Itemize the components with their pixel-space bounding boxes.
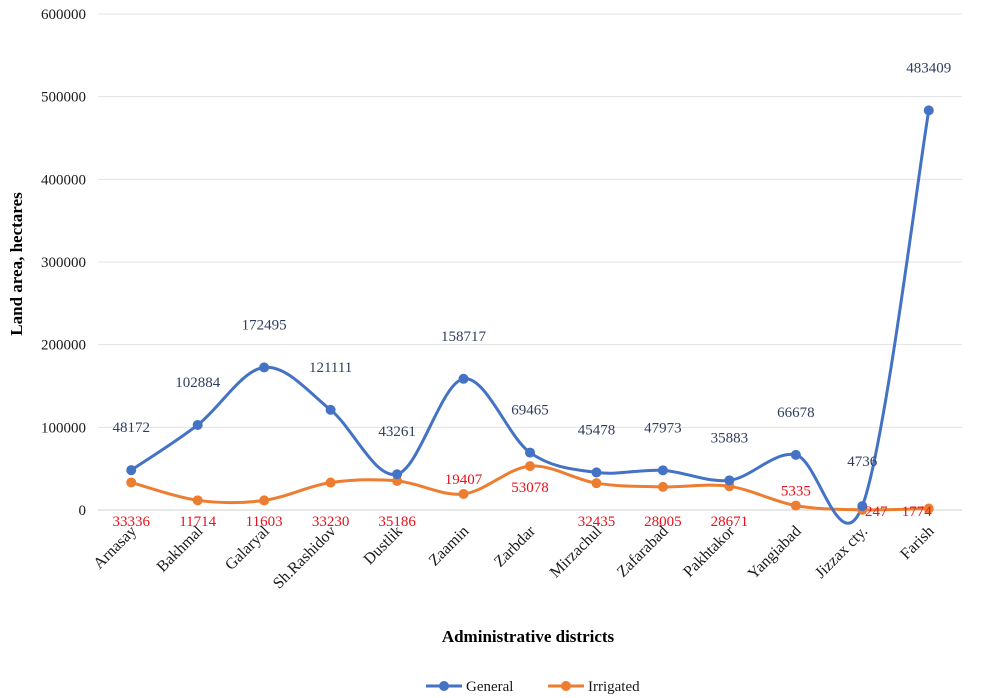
x-tick-label: Arnasay [90, 523, 140, 573]
data-point-irrigated [126, 477, 137, 488]
data-point-general [657, 465, 668, 476]
x-tick-label: Sh.Rashidov [270, 523, 340, 593]
x-tick-label: Zarbdar [491, 522, 539, 570]
data-point-general [458, 373, 469, 384]
series-points [126, 105, 934, 515]
x-tick-label: Yangiabad [745, 523, 805, 583]
legend-label: Irrigated [588, 679, 640, 695]
data-point-general [126, 465, 137, 476]
data-label-general: 121111 [309, 360, 352, 376]
data-label-general: 66678 [777, 405, 815, 421]
data-point-irrigated [923, 503, 934, 514]
data-label-irrigated: 33230 [312, 514, 350, 530]
legend: General Irrigated [426, 679, 640, 695]
data-label-irrigated: 1774 [902, 504, 933, 520]
data-label-general: 483409 [906, 60, 951, 76]
x-tick-label: Farish [897, 523, 937, 563]
y-tick-label: 0 [79, 503, 87, 519]
data-point-irrigated [192, 495, 203, 506]
x-tick-label: Jizzax cty. [812, 523, 871, 582]
x-tick-label: Galaryal [222, 522, 273, 573]
data-point-general [325, 404, 336, 415]
data-label-irrigated: 28671 [711, 514, 749, 530]
data-label-irrigated: 5335 [781, 484, 811, 500]
data-label-irrigated: 32435 [578, 514, 616, 530]
data-point-irrigated [525, 461, 535, 472]
data-label-irrigated: 247 [865, 504, 888, 520]
y-axis-ticks: 600000 500000 400000 300000 200000 100000 0 [41, 7, 86, 519]
data-label-irrigated: 28005 [644, 514, 682, 530]
x-tick-label: Mirzachul [547, 522, 606, 581]
data-point-general [790, 449, 801, 460]
series-line-general [129, 108, 931, 525]
x-tick-label: Zaamin [426, 523, 473, 570]
x-tick-label: Bakhmal [154, 522, 207, 575]
data-label-general: 172495 [242, 317, 287, 333]
data-point-general [392, 469, 403, 480]
data-label-irrigated: 35186 [378, 514, 416, 530]
y-tick-label: 400000 [41, 172, 86, 188]
data-label-general: 45478 [578, 422, 616, 438]
data-label-general: 4736 [847, 454, 878, 470]
y-tick-label: 500000 [41, 90, 86, 106]
data-point-general [857, 501, 868, 512]
data-label-general: 48172 [112, 420, 150, 436]
data-point-general [259, 362, 270, 373]
x-axis-title: Administrative districts [442, 627, 615, 646]
data-label-irrigated: 11714 [179, 514, 216, 530]
data-label-general: 43261 [378, 424, 416, 440]
data-label-general: 102884 [175, 375, 221, 391]
data-point-general [525, 447, 535, 458]
data-label-general: 47973 [644, 420, 682, 436]
y-tick-label: 200000 [41, 338, 86, 354]
x-tick-label: Pakhtakor [680, 522, 738, 580]
data-label-general: 158717 [441, 329, 487, 345]
data-point-irrigated [325, 477, 336, 488]
data-point-irrigated [790, 500, 801, 511]
data-label-irrigated: 53078 [511, 480, 549, 496]
data-point-irrigated [591, 478, 602, 489]
data-label-general: 35883 [711, 430, 749, 446]
x-tick-label: Zafarabad [614, 523, 672, 581]
data-label-general: 69465 [511, 403, 549, 419]
y-tick-label: 600000 [41, 7, 86, 23]
legend-label: General [466, 679, 513, 695]
data-label-irrigated: 33336 [112, 514, 150, 530]
y-axis-title: Land area, hectares [7, 192, 26, 336]
data-point-general [192, 419, 203, 430]
data-point-irrigated [458, 488, 469, 499]
legend-swatch-marker [439, 681, 449, 691]
data-point-irrigated [657, 481, 668, 492]
data-label-irrigated: 11603 [246, 514, 283, 530]
legend-swatch-marker [561, 681, 571, 691]
data-point-general [724, 475, 735, 486]
gridlines [98, 13, 962, 511]
data-point-general [923, 105, 934, 116]
data-labels: 48172 102884 172495 121111 43261 158717 69465 4… [112, 60, 951, 530]
y-tick-label: 100000 [41, 420, 86, 436]
y-tick-label: 300000 [41, 255, 86, 271]
data-label-irrigated: 19407 [445, 472, 483, 488]
data-point-general [591, 467, 602, 478]
data-point-irrigated [259, 495, 270, 506]
